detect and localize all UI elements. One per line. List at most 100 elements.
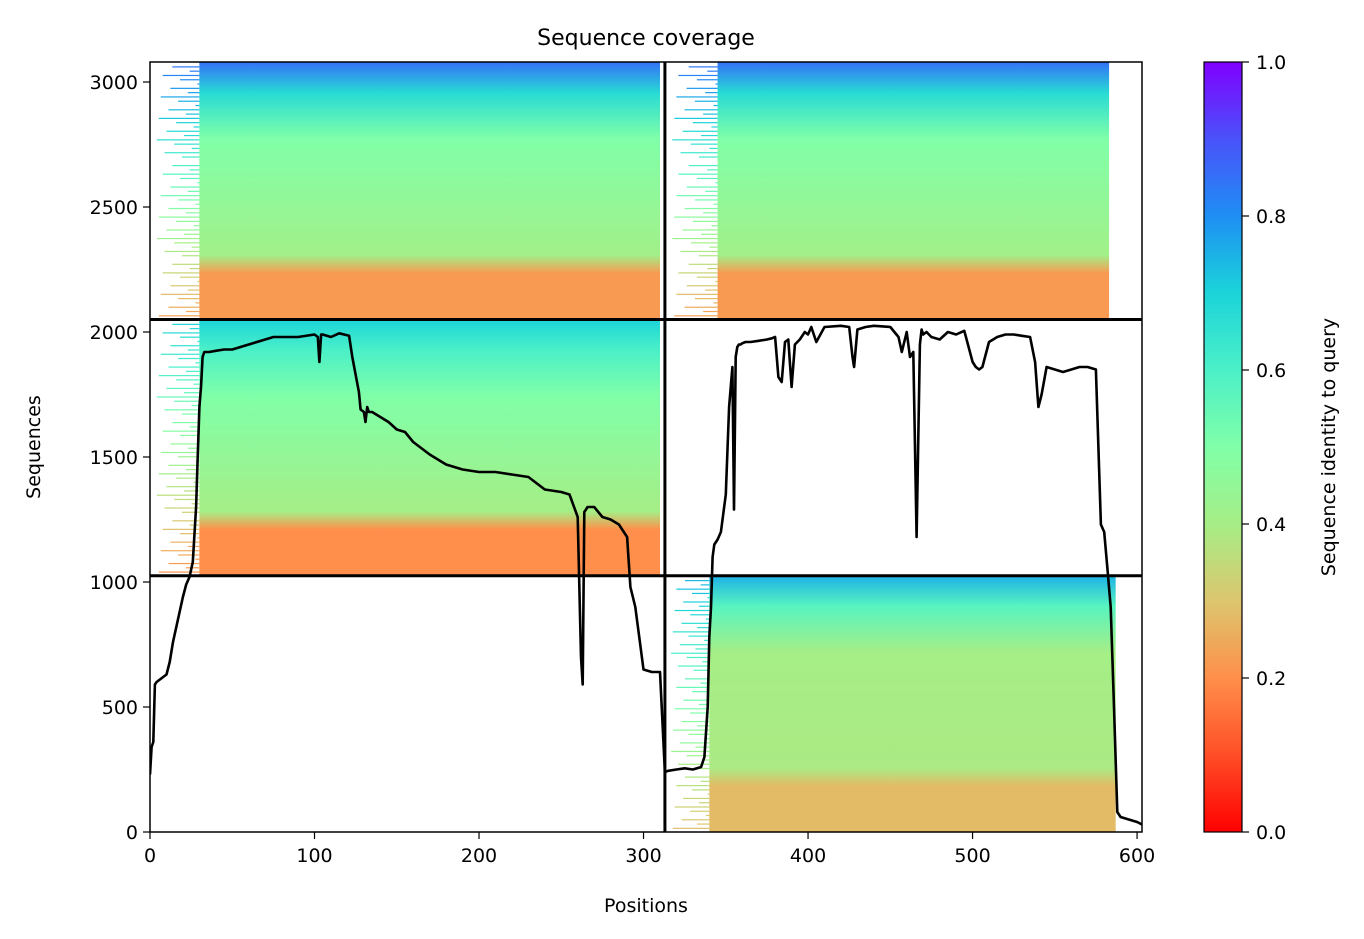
msa-row-fragment — [695, 648, 710, 650]
msa-row-fragment — [711, 126, 718, 128]
msa-row-fragment — [690, 810, 710, 812]
msa-row-fragment — [181, 511, 200, 513]
msa-row-fragment — [164, 507, 200, 509]
msa-row-fragment — [674, 609, 710, 612]
msa-row-fragment — [164, 250, 200, 253]
msa-row-fragment — [176, 122, 200, 124]
msa-row-fragment — [181, 156, 200, 158]
msa-row-fragment — [168, 109, 200, 111]
msa-row-fragment — [707, 70, 718, 72]
msa-row-fragment — [172, 422, 200, 424]
msa-row-fragment — [679, 742, 710, 744]
msa-row-fragment — [688, 733, 710, 735]
msa-row-fragment — [688, 165, 718, 167]
plot-frame — [149, 61, 1143, 833]
msa-row-fragment — [162, 173, 200, 175]
msa-row-fragment — [170, 285, 200, 287]
msa-row-fragment — [690, 143, 718, 145]
msa-row-fragment — [191, 147, 200, 150]
msa-row-fragment — [678, 173, 718, 175]
msa-row-fragment — [176, 220, 200, 222]
msa-row-fragment — [162, 430, 200, 432]
msa-block-bottom-right — [709, 575, 1116, 832]
msa-row-fragment — [172, 165, 200, 167]
msa-row-fragment — [696, 276, 718, 278]
msa-row-fragment — [680, 152, 718, 154]
msa-row-fragment — [694, 298, 718, 300]
msa-row-fragment — [195, 104, 200, 107]
msa-row-fragment — [180, 79, 200, 81]
msa-row-fragment — [178, 199, 200, 201]
msa-row-fragment — [180, 533, 200, 535]
msa-block-middle-left — [199, 319, 660, 576]
msa-row-fragment — [678, 665, 710, 667]
y-tick-label: 2000 — [90, 322, 138, 344]
chart-title: Sequence coverage — [537, 26, 755, 51]
x-tick-label: 200 — [461, 845, 497, 867]
msa-row-fragment — [686, 87, 718, 89]
msa-blocks — [156, 62, 1116, 832]
msa-row-fragment — [174, 143, 200, 145]
msa-row-fragment — [676, 588, 710, 590]
msa-row-fragment — [185, 113, 200, 115]
msa-row-fragment — [187, 447, 200, 449]
msa-row-fragment — [700, 682, 710, 684]
msa-row-fragment — [692, 122, 718, 124]
msa-row-fragment — [683, 797, 710, 800]
msa-row-fragment — [158, 117, 200, 119]
msa-row-fragment — [156, 396, 200, 398]
msa-row-fragment — [676, 96, 718, 98]
colorbar-tick-label: 0.6 — [1256, 360, 1286, 382]
msa-row-fragment — [707, 597, 710, 599]
msa-row-fragment — [694, 199, 718, 201]
msa-row-fragment — [678, 272, 718, 274]
msa-row-fragment — [158, 216, 200, 218]
msa-row-fragment — [168, 464, 200, 466]
msa-row-fragment — [156, 494, 200, 496]
msa-row-fragment — [702, 759, 710, 761]
msa-row-fragment — [682, 229, 718, 231]
msa-row-fragment — [684, 306, 718, 308]
msa-row-fragment — [679, 644, 710, 646]
msa-row-fragment — [180, 336, 200, 338]
msa-row-fragment — [168, 306, 200, 308]
y-tick-label: 2500 — [90, 197, 138, 219]
msa-row-fragment — [193, 383, 200, 385]
msa-row-fragment — [715, 83, 718, 85]
msa-row-fragment — [164, 152, 200, 154]
x-axis-ticks: 0 100 200 300 400 500 600 — [144, 832, 1155, 867]
msa-row-fragment — [185, 212, 200, 214]
msa-row-fragment — [695, 746, 710, 748]
msa-row-fragment — [674, 315, 718, 317]
msa-row-fragment — [698, 802, 710, 804]
msa-row-fragment — [690, 712, 710, 714]
msa-row-fragment — [166, 229, 200, 231]
msa-row-fragment — [172, 520, 200, 522]
msa-row-fragment — [189, 70, 200, 72]
msa-row-fragment — [676, 686, 710, 688]
msa-row-fragment — [698, 703, 710, 706]
msa-row-fragment — [707, 268, 718, 270]
msa-row-fragment — [187, 289, 200, 291]
x-tick-label: 400 — [790, 845, 826, 867]
msa-row-fragment — [705, 190, 718, 192]
msa-row-fragment — [162, 74, 200, 77]
msa-row-fragment — [680, 250, 718, 253]
msa-row-fragment — [170, 87, 200, 89]
msa-row-fragment — [174, 498, 200, 501]
msa-row-fragment — [187, 190, 200, 192]
msa-row-fragment — [696, 79, 718, 81]
msa-row-fragment — [678, 74, 718, 77]
msa-row-fragment — [158, 571, 200, 573]
msa-row-fragment — [178, 554, 200, 556]
msa-row-fragment — [711, 225, 718, 227]
msa-row-fragment — [715, 280, 718, 283]
colorbar-label: Sequence identity to query — [1318, 318, 1340, 576]
msa-row-fragment — [170, 345, 200, 347]
msa-row-fragment — [195, 362, 200, 364]
msa-row-fragment — [674, 216, 718, 218]
msa-row-fragment — [693, 767, 710, 770]
colorbar-tick-label: 0.8 — [1256, 206, 1286, 228]
x-tick-label: 300 — [625, 845, 661, 867]
msa-row-fragment — [690, 614, 710, 616]
